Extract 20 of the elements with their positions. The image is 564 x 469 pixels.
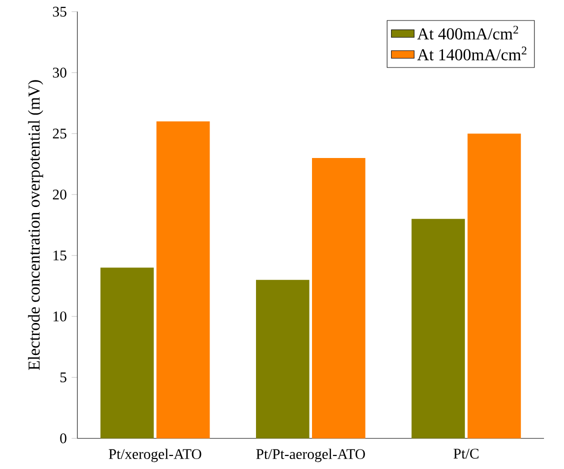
bar bbox=[100, 268, 154, 438]
y-tick-label: 20 bbox=[52, 190, 66, 200]
legend-label: At 400mA/cm$^{2}$ bbox=[417, 26, 518, 40]
y-tick-label: 10 bbox=[54, 311, 66, 322]
bar bbox=[468, 134, 521, 438]
y-tick-label: 25 bbox=[52, 128, 66, 139]
bar bbox=[156, 121, 210, 438]
y-tick-label: 30 bbox=[52, 68, 66, 78]
y-tick-label: 5 bbox=[60, 372, 66, 382]
y-tick-label: 35 bbox=[52, 6, 66, 17]
y-axis-title: Electrode concentration overpotential (mV) bbox=[28, 80, 44, 370]
y-tick-label: 0 bbox=[60, 433, 66, 444]
bar bbox=[412, 218, 465, 438]
bar bbox=[256, 280, 310, 438]
bar bbox=[312, 158, 366, 438]
x-tick-label: Pt/C bbox=[454, 448, 478, 459]
y-tick-label: 15 bbox=[54, 250, 66, 260]
x-tick-label: Pt/xerogel-ATO bbox=[108, 448, 202, 462]
x-tick-label: Pt/Pt-aerogel-ATO bbox=[256, 448, 365, 462]
legend-label: At 1400mA/cm$^{2}$ bbox=[417, 46, 526, 60]
